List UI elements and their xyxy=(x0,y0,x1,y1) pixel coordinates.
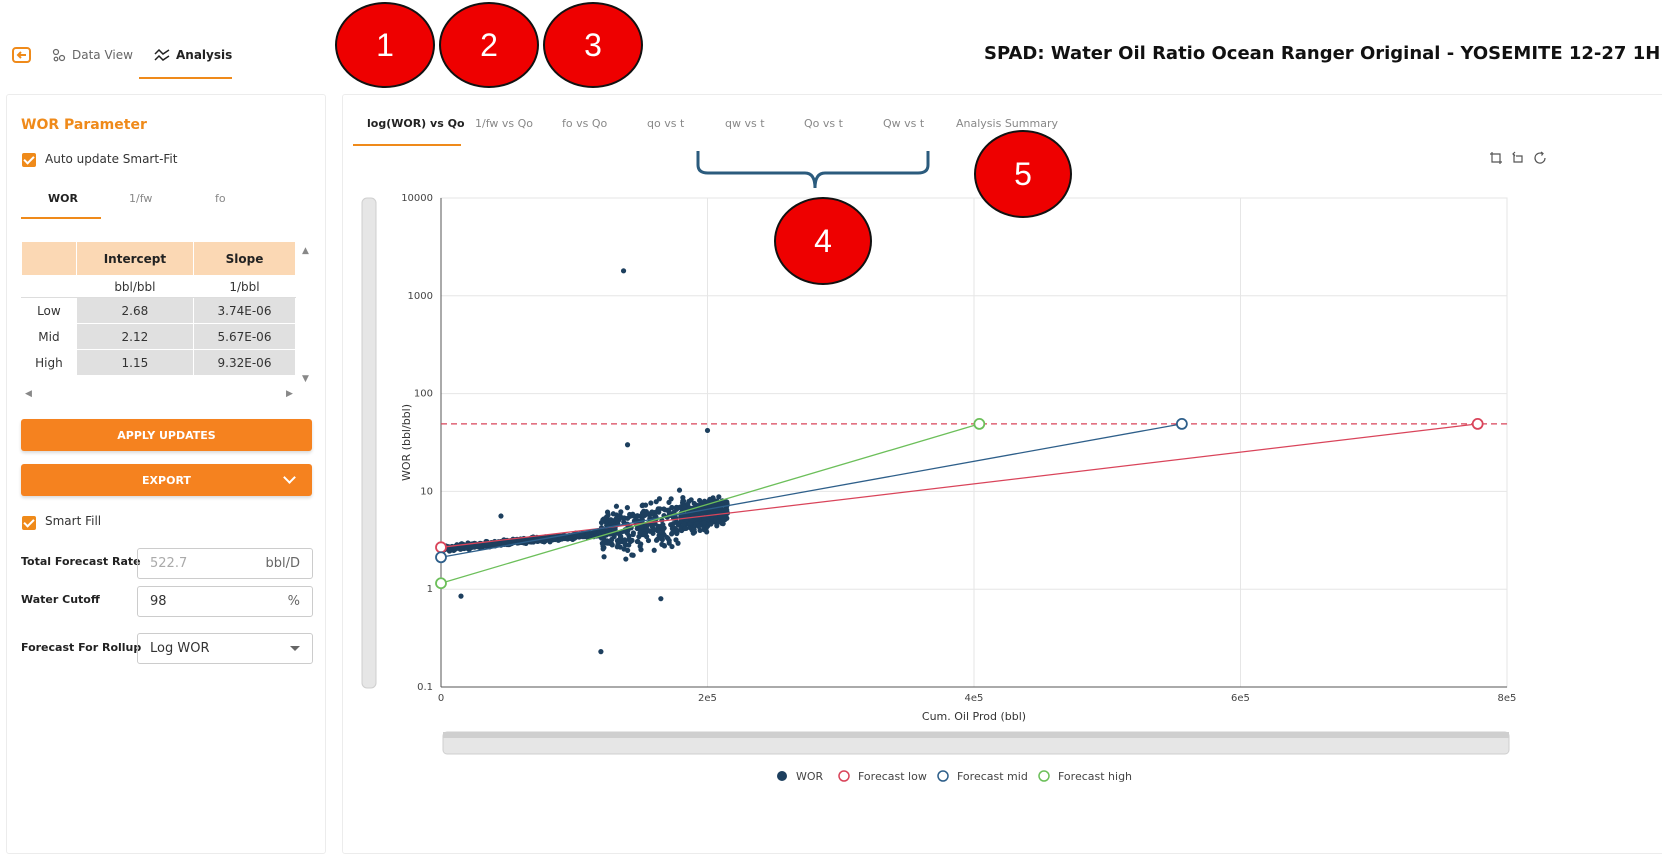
annotation-marker-2: 2 xyxy=(439,2,539,88)
tab-cum-qw-vs-t[interactable]: Qw vs t xyxy=(883,117,925,130)
subtab-1-fw[interactable]: 1/fw xyxy=(129,192,153,205)
subtab-fo[interactable]: fo xyxy=(215,192,226,205)
forecast-rollup-label: Forecast For Rollup xyxy=(21,641,142,654)
data-view-icon xyxy=(52,48,66,62)
scroll-down-icon[interactable]: ▼ xyxy=(302,374,309,384)
scroll-left-icon[interactable]: ◀ xyxy=(25,389,32,399)
slope-cell[interactable]: 5.67E-06 xyxy=(193,323,296,350)
auto-update-label: Auto update Smart-Fit xyxy=(45,152,178,166)
tab-log-wor-vs-qo[interactable]: log(WOR) vs Qo xyxy=(367,117,465,130)
chart-tab-indicator xyxy=(353,144,461,146)
export-label: EXPORT xyxy=(142,473,191,487)
table-header: Slope xyxy=(193,241,296,276)
tab-qw-vs-t[interactable]: qw vs t xyxy=(725,117,765,130)
intercept-cell[interactable]: 1.15 xyxy=(75,349,195,376)
table-header: Intercept xyxy=(75,241,195,276)
wor-parameter-panel: WOR Parameter Auto update Smart-Fit WOR … xyxy=(6,94,326,854)
parameter-table: Intercept Slope bbl/bbl 1/bbl Low 2.68 3… xyxy=(21,241,296,376)
total-forecast-rate-unit: bbl/D xyxy=(265,556,300,571)
exit-icon[interactable] xyxy=(12,46,32,64)
total-forecast-rate-label: Total Forecast Rate xyxy=(21,555,141,568)
chevron-down-icon xyxy=(283,471,296,484)
table-unit: 1/bbl xyxy=(193,275,296,298)
subtab-wor[interactable]: WOR xyxy=(48,192,78,205)
smart-fill-checkbox[interactable] xyxy=(22,516,36,530)
tab-cum-qo-vs-t[interactable]: Qo vs t xyxy=(804,117,843,130)
table-row: Mid 2.12 5.67E-06 xyxy=(21,323,296,350)
apply-updates-button[interactable]: APPLY UPDATES xyxy=(21,419,312,451)
slope-cell[interactable]: 9.32E-06 xyxy=(193,349,296,376)
table-unit xyxy=(21,275,77,298)
annotation-marker-4: 4 xyxy=(774,197,872,285)
page-title: SPAD: Water Oil Ratio Ocean Ranger Origi… xyxy=(984,43,1661,64)
annotation-marker-3: 3 xyxy=(543,2,643,88)
auto-update-checkbox[interactable] xyxy=(22,153,36,167)
water-cutoff-value: 98 xyxy=(150,594,167,609)
annotation-marker-1: 1 xyxy=(335,2,435,88)
intercept-cell[interactable]: 2.68 xyxy=(75,297,195,324)
export-button[interactable]: EXPORT xyxy=(21,464,312,496)
caret-down-icon xyxy=(290,646,300,651)
table-row: Low 2.68 3.74E-06 xyxy=(21,297,296,324)
tab-analysis-summary[interactable]: Analysis Summary xyxy=(956,117,1058,130)
total-forecast-rate-input[interactable]: 522.7 bbl/D xyxy=(137,548,313,579)
table-header xyxy=(21,241,77,276)
row-label: High xyxy=(21,349,77,376)
total-forecast-rate-value: 522.7 xyxy=(150,556,188,571)
tab-1-fw-vs-qo[interactable]: 1/fw vs Qo xyxy=(475,117,534,130)
scroll-up-icon[interactable]: ▲ xyxy=(302,246,309,256)
water-cutoff-unit: % xyxy=(287,594,300,609)
table-unit: bbl/bbl xyxy=(75,275,195,298)
water-cutoff-label: Water Cutoff xyxy=(21,593,100,606)
scroll-right-icon[interactable]: ▶ xyxy=(286,389,293,399)
tab-data-view[interactable]: Data View xyxy=(52,48,133,62)
smart-fill-label: Smart Fill xyxy=(45,514,102,528)
annotation-marker-5: 5 xyxy=(974,130,1072,218)
active-tab-indicator xyxy=(139,77,232,79)
zoom-select-icon[interactable] xyxy=(1489,151,1503,165)
subtab-indicator xyxy=(21,217,101,219)
top-nav: Data View Analysis xyxy=(0,0,340,90)
intercept-cell[interactable]: 2.12 xyxy=(75,323,195,350)
row-label: Low xyxy=(21,297,77,324)
slope-cell[interactable]: 3.74E-06 xyxy=(193,297,296,324)
tab-fo-vs-qo[interactable]: fo vs Qo xyxy=(562,117,608,130)
tab-qo-vs-t[interactable]: qo vs t xyxy=(647,117,685,130)
row-label: Mid xyxy=(21,323,77,350)
tab-data-view-label: Data View xyxy=(72,48,133,62)
panel-title: WOR Parameter xyxy=(21,117,147,133)
tab-analysis-label: Analysis xyxy=(176,48,233,62)
analysis-icon xyxy=(154,49,170,61)
water-cutoff-input[interactable]: 98 % xyxy=(137,586,313,617)
tab-analysis[interactable]: Analysis xyxy=(154,48,232,62)
forecast-rollup-value: Log WOR xyxy=(150,641,210,656)
apply-updates-label: APPLY UPDATES xyxy=(117,428,216,442)
refresh-icon[interactable] xyxy=(1533,151,1547,165)
forecast-rollup-select[interactable]: Log WOR xyxy=(137,633,313,664)
table-row: High 1.15 9.32E-06 xyxy=(21,349,296,376)
zoom-reset-icon[interactable] xyxy=(1511,151,1525,165)
